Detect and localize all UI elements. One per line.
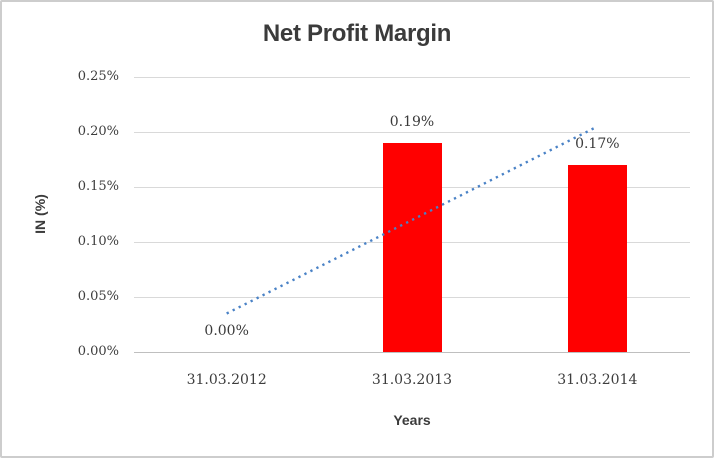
data-label-31.03.2014: 0.17%	[575, 136, 620, 152]
x-tick-label: 31.03.2013	[371, 372, 453, 388]
x-tick-label: 31.03.2014	[557, 372, 638, 388]
y-tick-label: 0.05%	[77, 289, 119, 304]
y-axis-title: IN (%)	[32, 194, 48, 234]
y-tick-label: 0.20%	[77, 124, 119, 139]
data-label-31.03.2012: 0.00%	[204, 323, 249, 339]
x-tick-label: 31.03.2012	[186, 372, 267, 388]
gridline	[134, 77, 690, 78]
y-tick-label: 0.25%	[77, 69, 119, 84]
y-tick-label: 0.15%	[77, 179, 119, 194]
bar-31.03.2014	[567, 165, 627, 352]
x-axis-line	[134, 352, 690, 353]
x-axis-title: Years	[393, 412, 431, 428]
data-label-31.03.2013: 0.19%	[389, 114, 435, 130]
chart-title: Net Profit Margin	[262, 20, 452, 47]
gridline	[134, 132, 690, 133]
y-tick-label: 0.10%	[77, 234, 119, 249]
y-tick-label: 0.00%	[77, 344, 119, 359]
bar-31.03.2013	[382, 143, 442, 352]
